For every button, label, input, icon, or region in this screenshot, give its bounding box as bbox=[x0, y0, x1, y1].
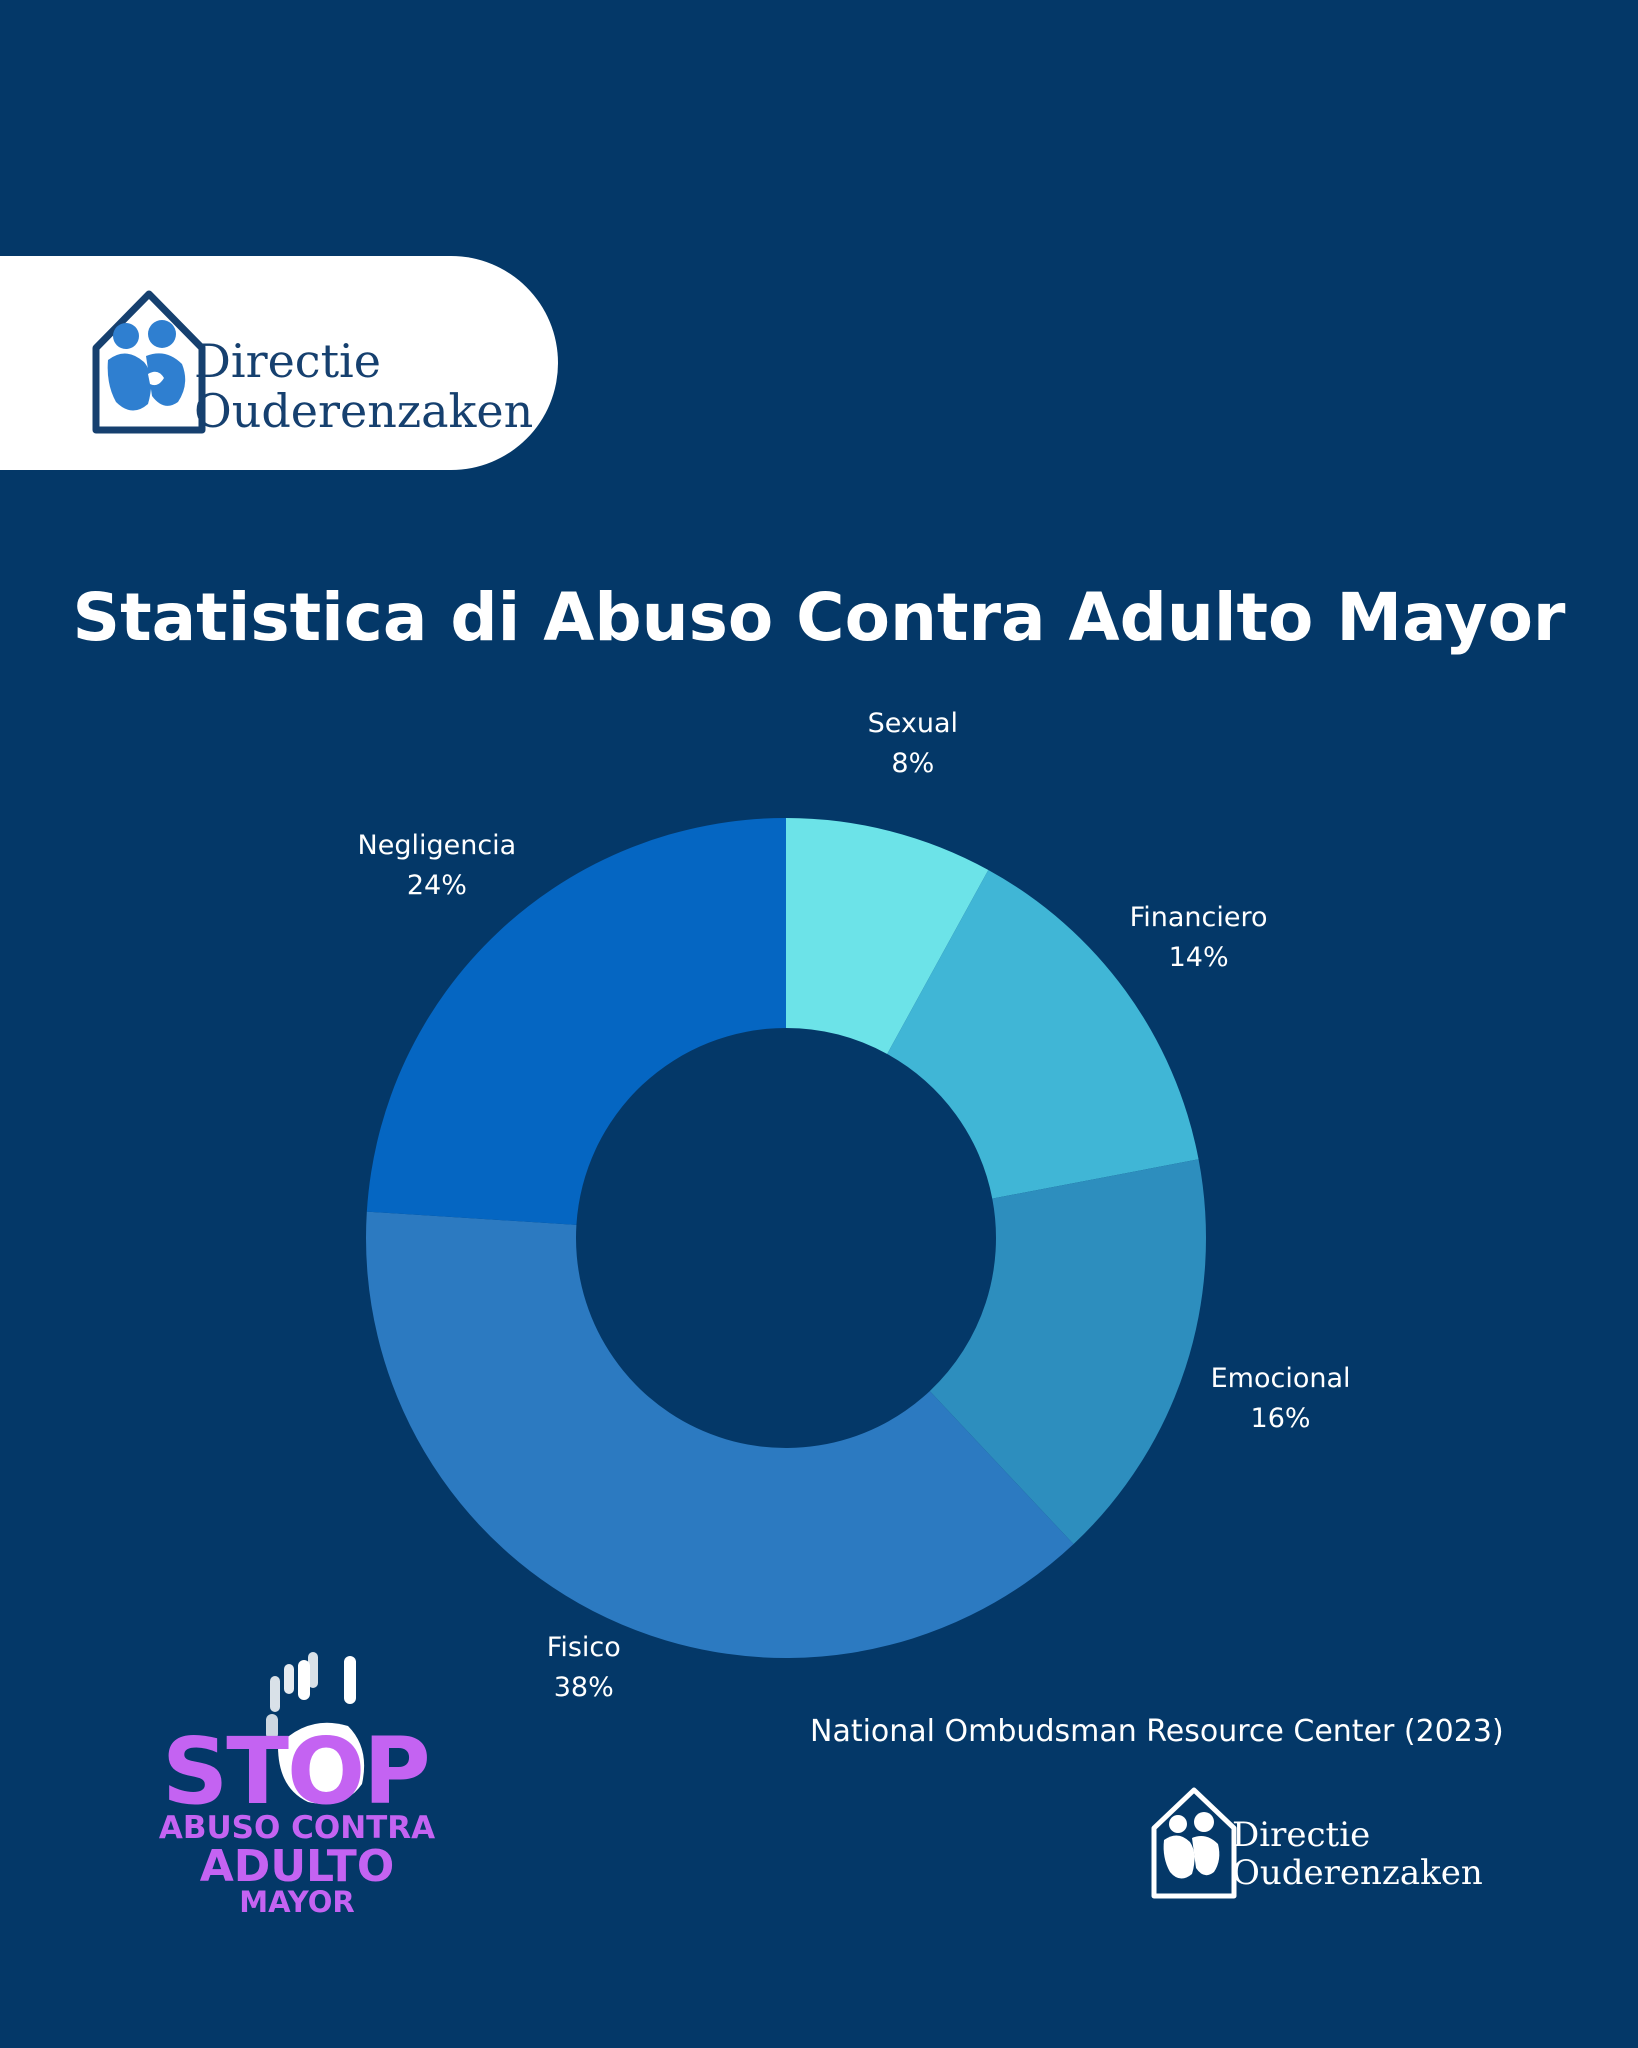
footer-logo: Directie Ouderenzaken bbox=[1148, 1784, 1488, 1908]
slice-name: Sexual bbox=[867, 708, 959, 740]
house-family-logo-icon bbox=[1151, 1787, 1237, 1899]
hand-print-icon bbox=[266, 1652, 365, 1804]
donut-slice-fisico bbox=[365, 1211, 1074, 1659]
footer-logo-text: Directie Ouderenzaken bbox=[1232, 1816, 1483, 1892]
slice-label-sexual: Sexual 8% bbox=[868, 704, 958, 784]
slice-name: Fisico bbox=[546, 1631, 621, 1663]
house-family-logo-icon bbox=[92, 290, 206, 434]
slice-label-negligencia: Negligencia 24% bbox=[358, 826, 517, 906]
slice-label-emocional: Emocional 16% bbox=[1211, 1359, 1351, 1439]
logo-line2: Ouderenzaken bbox=[194, 384, 534, 438]
slice-name: Emocional bbox=[1210, 1362, 1351, 1394]
donut-slice-emocional bbox=[929, 1159, 1207, 1545]
badge-line3: MAYOR bbox=[239, 1885, 355, 1919]
slice-value: 8% bbox=[891, 748, 935, 780]
donut-slice-negligencia bbox=[366, 818, 786, 1225]
chart-title: Statistica di Abuso Contra Adulto Mayor bbox=[72, 579, 1566, 656]
footer-logo-line1: Directie bbox=[1232, 1815, 1371, 1855]
slice-value: 38% bbox=[553, 1671, 614, 1703]
stop-abuse-badge: STOP ABUSO CONTRA ADULTO MAYOR bbox=[158, 1648, 436, 1918]
slice-label-financiero: Financiero 14% bbox=[1130, 898, 1268, 978]
logo-line1: Directie bbox=[194, 334, 381, 388]
slice-value: 16% bbox=[1250, 1402, 1311, 1434]
footer-logo-line2: Ouderenzaken bbox=[1232, 1853, 1483, 1893]
slice-label-fisico: Fisico 38% bbox=[547, 1628, 621, 1708]
donut-slice-sexual bbox=[786, 818, 989, 1054]
slice-name: Financiero bbox=[1129, 902, 1268, 934]
slice-value: 14% bbox=[1168, 942, 1229, 974]
badge-line1: ABUSO CONTRA bbox=[158, 1810, 436, 1846]
badge-line2: ADULTO bbox=[199, 1841, 395, 1892]
logo-text: Directie Ouderenzaken bbox=[194, 336, 533, 436]
source-citation: National Ombudsman Resource Center (2023… bbox=[810, 1714, 1504, 1749]
slice-value: 24% bbox=[406, 870, 467, 902]
donut-slice-financiero bbox=[887, 869, 1199, 1199]
header-logo: Directie Ouderenzaken bbox=[0, 256, 558, 470]
stop-word: STOP bbox=[162, 1718, 431, 1825]
slice-name: Negligencia bbox=[357, 830, 517, 862]
